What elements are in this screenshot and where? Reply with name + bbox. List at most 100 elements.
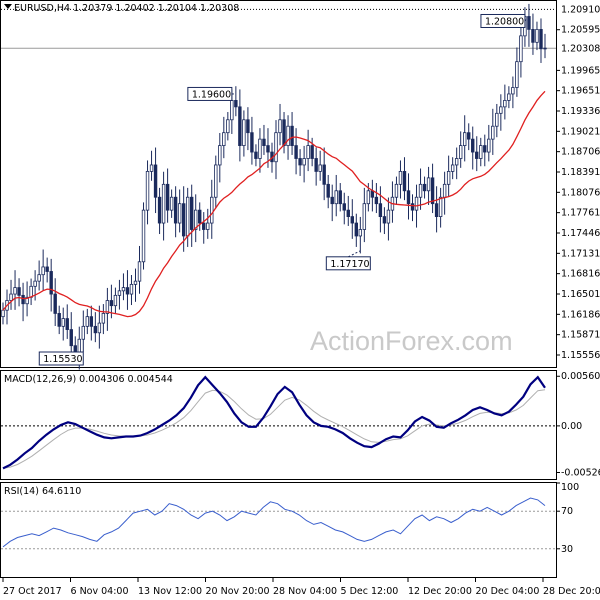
candle-body: [218, 145, 222, 166]
macd-pane-title: MACD(12,26,9) 0.004306 0.004544: [4, 374, 173, 385]
price-tick-label: 1.20595: [561, 25, 600, 36]
candle-body: [326, 183, 330, 198]
candle-body: [37, 274, 41, 282]
macd-pane: [0, 370, 557, 480]
candle-body: [61, 318, 65, 327]
candle-body: [406, 190, 411, 205]
candle-body: [121, 287, 126, 292]
price-tick-label: 1.18706: [561, 147, 600, 158]
rsi-tick-label: 30: [561, 544, 573, 555]
candle-body: [499, 106, 503, 114]
candle-body: [483, 145, 487, 153]
price-tick-label: 1.17446: [561, 228, 600, 239]
candle-body: [189, 196, 194, 230]
candle-body: [226, 119, 230, 134]
candle-body: [230, 100, 234, 121]
candle-body: [507, 93, 511, 101]
candle-body: [137, 261, 142, 282]
candle-body: [69, 329, 73, 347]
candle-body: [314, 158, 318, 172]
moving-average-line: [2, 90, 546, 318]
candle-body: [185, 196, 190, 237]
time-tick-label: 28 Dec 20:00: [543, 586, 600, 597]
candle-body: [362, 203, 367, 230]
candle-body: [1, 309, 5, 318]
chart-marker-icon: [4, 4, 12, 9]
time-axis: 27 Oct 2017 6 Nov 04:00 13 Nov 12:00 20 Nov…: [2, 578, 600, 597]
candle-body: [487, 138, 491, 153]
candle-body: [527, 16, 531, 30]
candle-body: [161, 183, 166, 224]
annotation-label: 1.19600: [192, 89, 231, 100]
macd-signal-line: [2, 389, 546, 469]
candle-body: [531, 29, 535, 43]
candle-body: [442, 183, 447, 198]
candle-body: [535, 29, 539, 43]
candle-body: [169, 196, 174, 211]
candle-body: [145, 171, 150, 211]
candle-body: [330, 196, 334, 205]
candle-body: [77, 338, 81, 353]
time-tick-label: 6 Nov 04:00: [71, 586, 129, 597]
candle-body: [13, 287, 17, 295]
time-tick-label: 20 Nov 20:00: [206, 586, 270, 597]
candle-body: [73, 345, 77, 353]
candle-body: [29, 285, 33, 298]
candle-body: [177, 203, 182, 224]
rsi-axis: 100 70 30: [1, 482, 579, 555]
candle-body: [117, 290, 122, 296]
price-tick-label: 1.17131: [561, 248, 600, 259]
candle-body: [430, 177, 435, 205]
high-price-box: [557, 3, 600, 16]
candle-body: [386, 209, 391, 224]
candle-body: [101, 313, 106, 324]
candle-body: [450, 164, 455, 172]
price-tick-label: 1.17761: [561, 208, 600, 219]
candle-body: [378, 203, 383, 217]
annotation-box: [38, 351, 84, 366]
candle-body: [89, 316, 94, 327]
candle-body: [165, 183, 170, 211]
candlesticks: [1, 3, 547, 370]
annotation-box: [187, 86, 233, 101]
candle-body: [519, 35, 523, 63]
candle-body: [511, 87, 515, 95]
current-price-label: 1.20308: [561, 43, 600, 54]
candle-body: [414, 196, 419, 211]
candle-body: [278, 119, 282, 134]
candle-body: [310, 145, 314, 159]
macd-line: [2, 375, 546, 470]
candle-body: [153, 164, 158, 198]
candle-body: [194, 209, 198, 230]
candle-body: [475, 151, 479, 159]
macd-tick-label: -0.005267: [561, 468, 600, 479]
candle-body: [306, 145, 310, 159]
candle-body: [438, 196, 443, 217]
candle-body: [25, 296, 29, 305]
price-tick-label: 1.18076: [561, 187, 600, 198]
candle-body: [467, 132, 471, 140]
high-price-label: 1.20910: [561, 4, 600, 15]
candle-body: [258, 138, 262, 159]
price-tick-label: 1.19021: [561, 126, 600, 137]
macd-axis: 0.005607 0.00 -0.005267: [1, 371, 600, 479]
annotation-label: 1.20800: [485, 16, 524, 27]
annotation-box: [480, 13, 526, 28]
candle-body: [454, 158, 459, 166]
price-annotations: 1.15530 1.19600 1.17170 1.20800: [38, 13, 530, 366]
annotation-box: [325, 256, 371, 271]
macd-tick-label: 0.005607: [561, 371, 600, 382]
candle-body: [202, 222, 206, 230]
price-tick-label: 1.15556: [561, 350, 600, 361]
candle-body: [17, 287, 21, 296]
candle-body: [53, 293, 57, 314]
candle-body: [41, 266, 45, 276]
candle-body: [290, 125, 294, 146]
rsi-tick-label: 100: [561, 482, 579, 493]
price-tick-label: 1.16816: [561, 269, 600, 280]
candle-body: [206, 222, 210, 230]
candle-body: [382, 216, 387, 224]
candle-body: [334, 190, 338, 205]
candle-body: [394, 183, 399, 198]
candle-body: [234, 100, 238, 108]
